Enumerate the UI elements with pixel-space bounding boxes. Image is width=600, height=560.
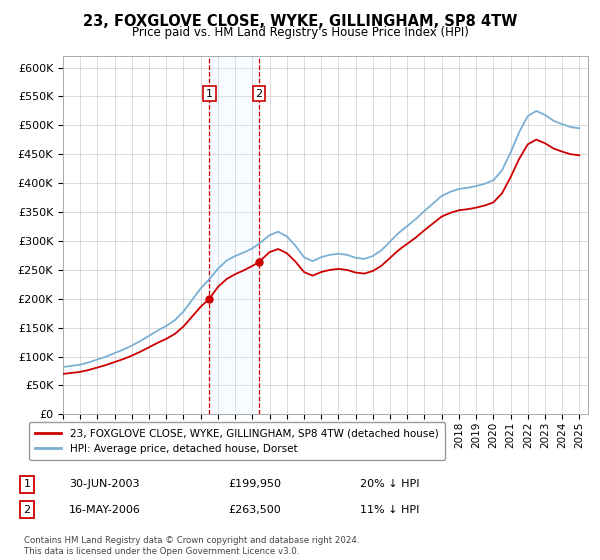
Text: £199,950: £199,950 bbox=[228, 479, 281, 489]
Bar bbox=[209, 56, 259, 414]
Text: 2: 2 bbox=[256, 88, 262, 99]
Text: 30-JUN-2003: 30-JUN-2003 bbox=[69, 479, 139, 489]
Text: 1: 1 bbox=[206, 88, 213, 99]
Text: 23, FOXGLOVE CLOSE, WYKE, GILLINGHAM, SP8 4TW: 23, FOXGLOVE CLOSE, WYKE, GILLINGHAM, SP… bbox=[83, 14, 517, 29]
Text: Price paid vs. HM Land Registry's House Price Index (HPI): Price paid vs. HM Land Registry's House … bbox=[131, 26, 469, 39]
Legend: 23, FOXGLOVE CLOSE, WYKE, GILLINGHAM, SP8 4TW (detached house), HPI: Average pri: 23, FOXGLOVE CLOSE, WYKE, GILLINGHAM, SP… bbox=[29, 422, 445, 460]
Text: 16-MAY-2006: 16-MAY-2006 bbox=[69, 505, 141, 515]
Text: Contains HM Land Registry data © Crown copyright and database right 2024.
This d: Contains HM Land Registry data © Crown c… bbox=[24, 536, 359, 556]
Text: £263,500: £263,500 bbox=[228, 505, 281, 515]
Text: 11% ↓ HPI: 11% ↓ HPI bbox=[360, 505, 419, 515]
Text: 20% ↓ HPI: 20% ↓ HPI bbox=[360, 479, 419, 489]
Text: 2: 2 bbox=[23, 505, 31, 515]
Text: 1: 1 bbox=[23, 479, 31, 489]
